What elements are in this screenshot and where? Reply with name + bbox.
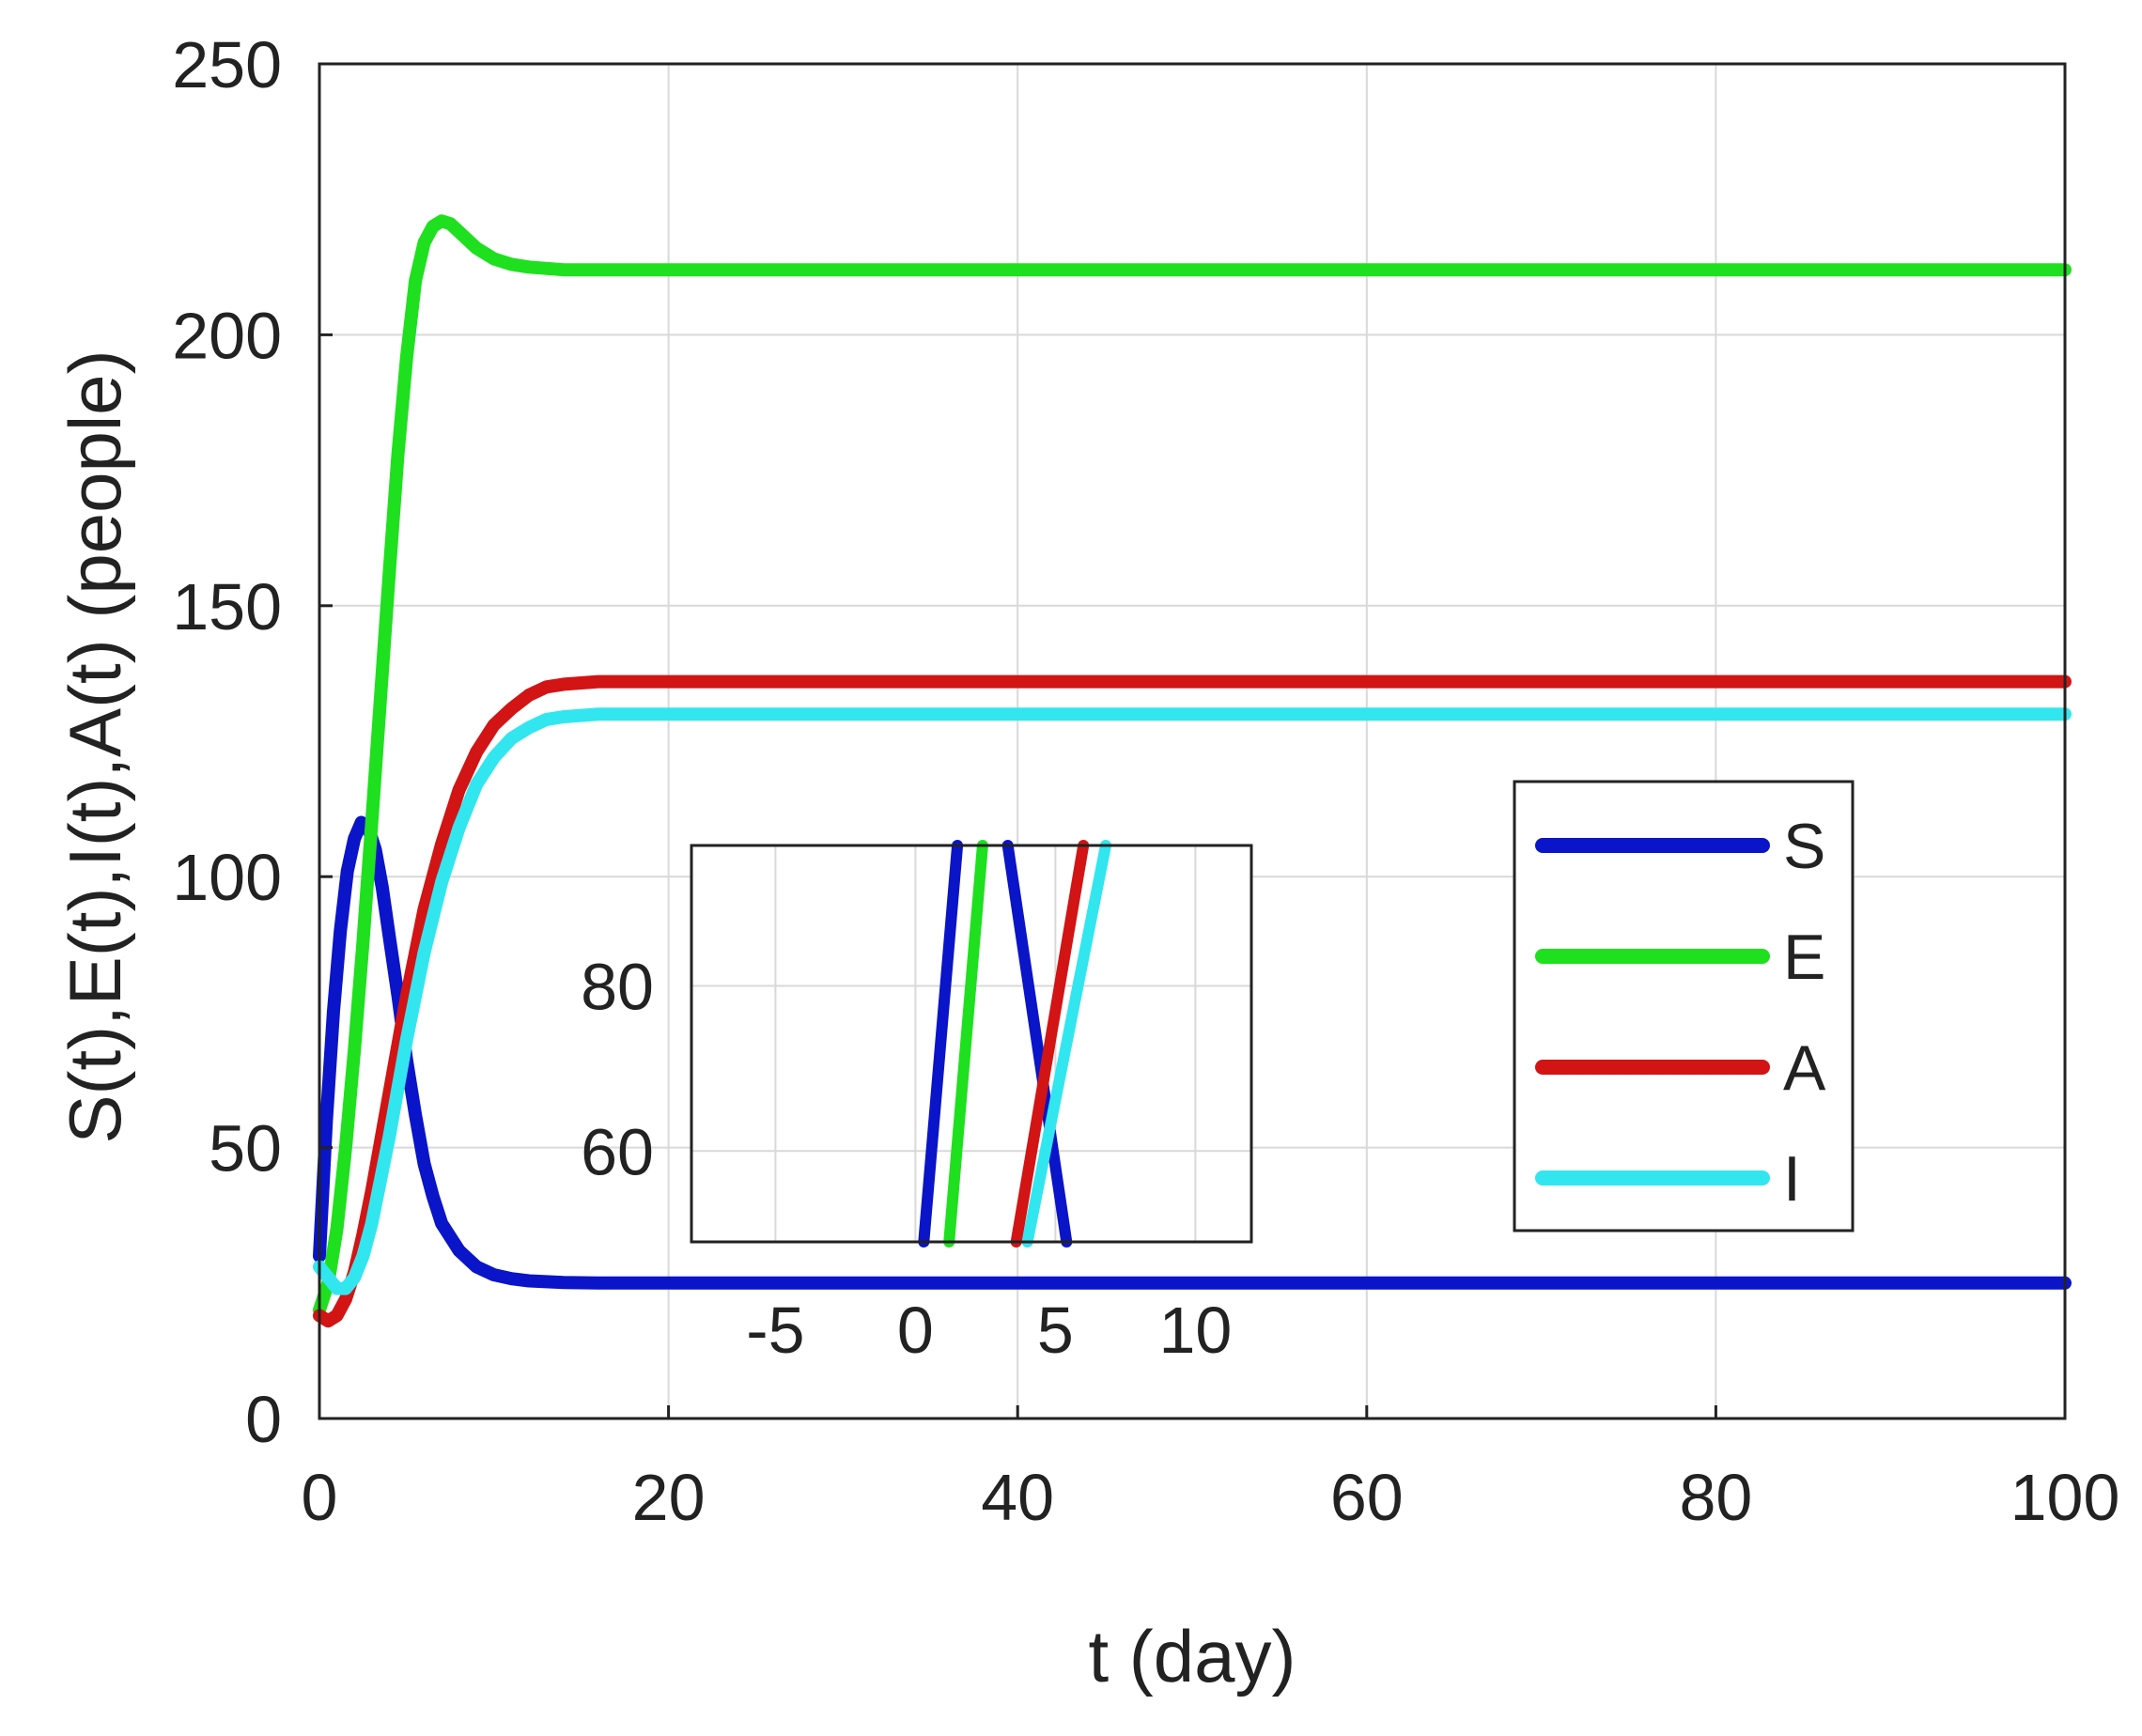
inset-line-S-fall [1001,840,1073,1248]
inset-x-tick-label: 10 [1158,1294,1232,1367]
y-tick-label: 50 [209,1112,282,1186]
series-line-E [313,214,2072,1317]
main-grid [318,63,2066,1419]
legend-label-A: A [1783,1032,1826,1104]
y-axis-title: S(t),E(t),I(t),A(t) (people) [54,349,136,1143]
y-tick-label: 100 [172,841,282,914]
inset-line-A [1010,840,1090,1248]
series-line-S [313,815,2072,1290]
inset-line-I [1021,840,1111,1248]
x-axis-title: t (day) [1088,1615,1296,1697]
legend-label-I: I [1783,1143,1801,1215]
inset-series-group [918,840,1111,1248]
series-line-I [313,707,2072,1295]
y-tick-label: 200 [172,299,282,372]
inset-x-tick-label: -5 [746,1294,804,1367]
inset-x-tick-label: 0 [897,1294,934,1367]
x-tick-label: 20 [632,1461,706,1534]
inset-y-tick-label: 60 [581,1115,654,1188]
main-series-group [313,214,2072,1328]
x-tick-label: 40 [981,1461,1054,1534]
main-plot-frame [318,62,2067,1420]
y-tick-label: 0 [245,1383,282,1456]
y-tick-label: 250 [172,28,282,101]
inset-y-tick-label: 80 [581,950,654,1023]
legend-box [1513,780,1855,1232]
y-tick-label: 150 [172,570,282,643]
legend-label-E: E [1783,922,1825,993]
x-tick-label: 60 [1330,1461,1404,1534]
x-tick-label: 100 [2010,1461,2120,1534]
x-tick-label: 80 [1679,1461,1752,1534]
inset-ticks: -5 0 5 10 60 80 [581,950,1232,1367]
legend-label-S: S [1783,811,1825,882]
inset-line-S-rise [918,840,964,1248]
inset-x-tick-label: 5 [1037,1294,1074,1367]
inset-line-E [943,840,988,1248]
inset-frame [690,844,1253,1244]
x-tick-label: 0 [302,1461,338,1534]
